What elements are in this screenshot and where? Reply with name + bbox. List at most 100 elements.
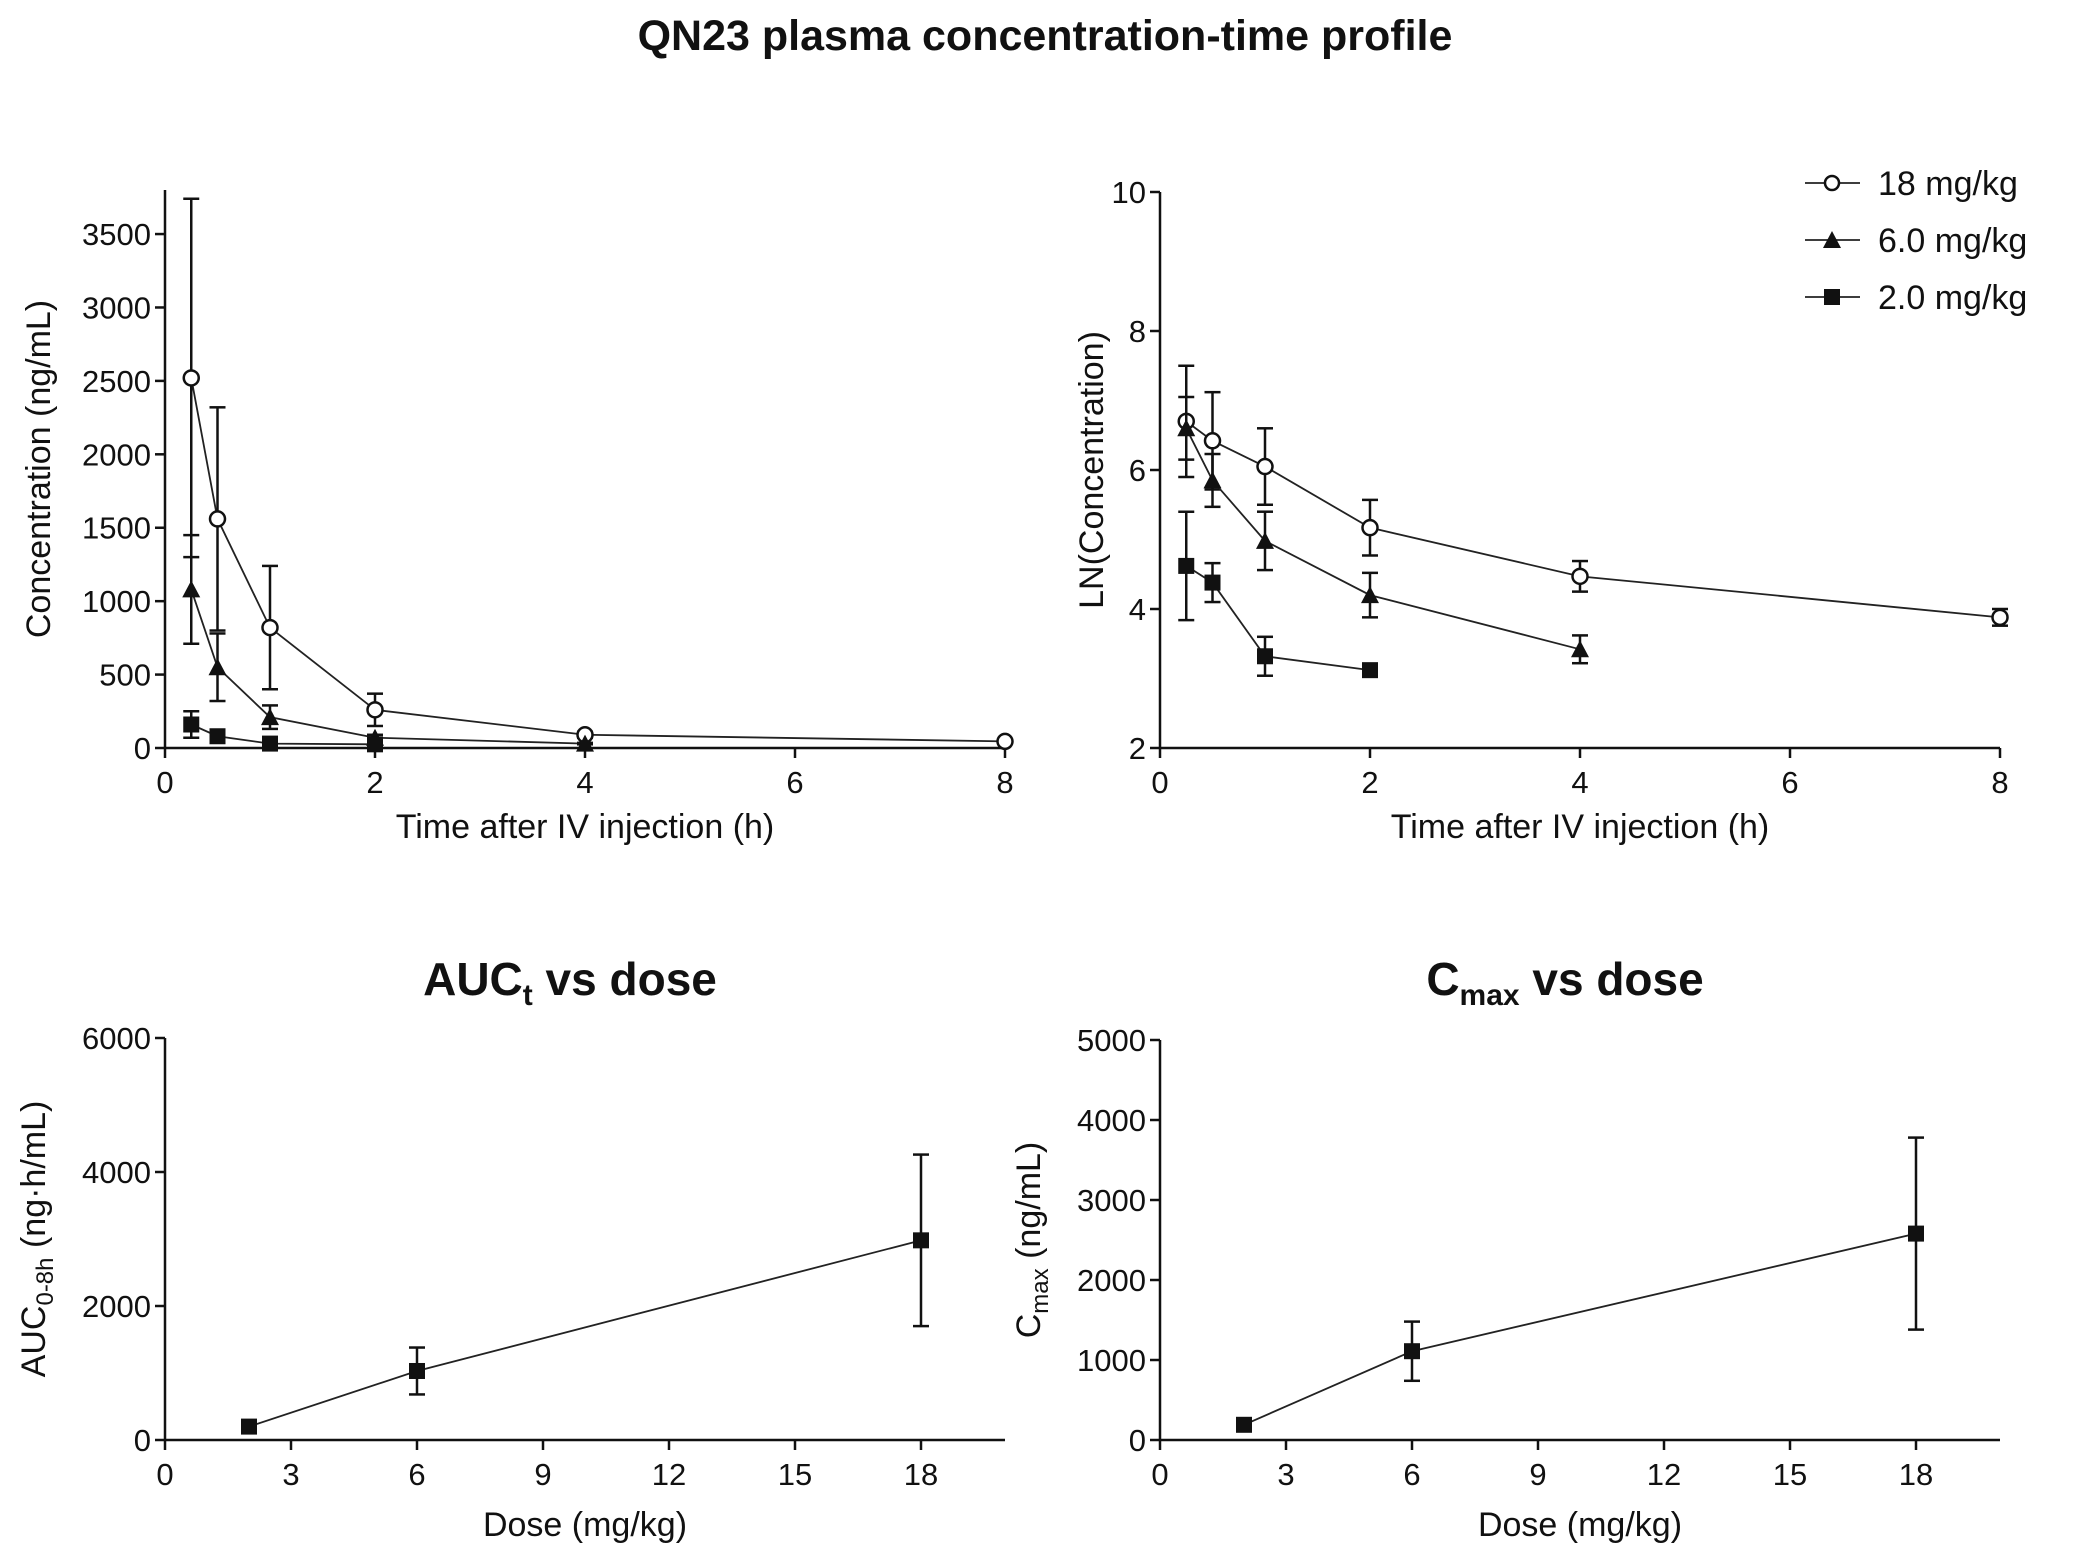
y-tick-label: 1000 bbox=[82, 584, 151, 619]
y-axis-label: LN(Concentration) bbox=[1073, 331, 1111, 609]
chart-title-rest: vs dose bbox=[533, 953, 717, 1005]
x-axis-label: Dose (mg/kg) bbox=[483, 1506, 687, 1544]
y-axis-label-main: Concentration (ng/mL) bbox=[20, 300, 58, 638]
data-point bbox=[208, 658, 227, 676]
x-tick-label: 0 bbox=[156, 1457, 173, 1492]
y-tick-label: 3500 bbox=[82, 217, 151, 252]
x-tick-label: 6 bbox=[1781, 765, 1798, 800]
data-point bbox=[1361, 586, 1379, 604]
legend-label-6-mg-kg: 6.0 mg/kg bbox=[1878, 222, 2027, 260]
data-point bbox=[1361, 518, 1379, 537]
series-18-mg-kg bbox=[1177, 364, 2009, 627]
figure-title: QN23 plasma concentration-time profile bbox=[638, 12, 1453, 60]
y-axis-label-main: C bbox=[1010, 1314, 1048, 1339]
data-point bbox=[1236, 1416, 1252, 1433]
series-2-0-mg-kg bbox=[1178, 510, 1378, 679]
legend-marker-square bbox=[1824, 289, 1840, 305]
series-line bbox=[190, 723, 376, 746]
x-tick-label: 9 bbox=[534, 1457, 551, 1492]
data-point bbox=[183, 716, 200, 733]
data-point bbox=[1257, 648, 1273, 665]
data-point bbox=[1991, 608, 2009, 627]
y-tick-label: 6000 bbox=[82, 1021, 151, 1056]
data-point bbox=[1908, 1225, 1924, 1242]
data-point bbox=[366, 701, 384, 719]
y-axis-label-main: AUC bbox=[15, 1306, 53, 1378]
data-point bbox=[261, 708, 279, 726]
y-tick-label: 2000 bbox=[82, 437, 151, 472]
x-tick-label: 2 bbox=[1361, 765, 1378, 800]
x-tick-label: 3 bbox=[1277, 1457, 1294, 1492]
chart-title-subscript: max bbox=[1460, 979, 1520, 1012]
x-tick-label: 6 bbox=[786, 765, 803, 800]
data-point bbox=[1204, 574, 1221, 591]
y-tick-label: 0 bbox=[134, 1423, 151, 1458]
y-tick-label: 2500 bbox=[82, 364, 151, 399]
y-tick-label: 2000 bbox=[82, 1289, 151, 1324]
cmax-vs-dose-chart: 0 3 6 9 12 15 18 0 1000 2000 3000 4000 5000 Dose (mg/… bbox=[1010, 953, 2000, 1544]
x-axis-label: Time after IV injection (h) bbox=[1391, 808, 1770, 846]
series-line bbox=[1185, 565, 1371, 672]
y-tick-label: 3000 bbox=[1077, 1183, 1146, 1218]
y-tick-label: 2000 bbox=[1077, 1263, 1146, 1298]
x-tick-label: 2 bbox=[366, 765, 383, 800]
x-tick-label: 3 bbox=[282, 1457, 299, 1492]
y-axis-label: AUC0-8h (ng·h/mL) bbox=[15, 1101, 59, 1378]
y-axis-label-subscript: max bbox=[1027, 1268, 1054, 1313]
x-axis-label: Dose (mg/kg) bbox=[1478, 1506, 1682, 1544]
legend: 18 mg/kg 6.0 mg/kg 2.0 mg/kg bbox=[1805, 165, 2027, 317]
y-tick-label: 0 bbox=[134, 731, 151, 766]
data-point bbox=[409, 1362, 425, 1379]
chart-title-main: AUC bbox=[423, 953, 523, 1005]
x-tick-label: 0 bbox=[156, 765, 173, 800]
x-tick-label: 15 bbox=[1773, 1457, 1807, 1492]
y-tick-label: 3000 bbox=[82, 290, 151, 325]
data-point bbox=[182, 369, 200, 387]
y-tick-label: 5000 bbox=[1077, 1023, 1146, 1058]
y-axis-label-main: LN(Concentration) bbox=[1073, 331, 1111, 609]
data-point bbox=[1571, 567, 1589, 586]
legend-label-18-mg-kg: 18 mg/kg bbox=[1878, 165, 2018, 203]
y-tick-label: 8 bbox=[1129, 314, 1146, 349]
data-point bbox=[1256, 457, 1274, 476]
x-tick-label: 18 bbox=[1899, 1457, 1933, 1492]
y-tick-label: 4 bbox=[1129, 592, 1146, 627]
legend-entry-18-mg-kg: 18 mg/kg bbox=[1805, 165, 2018, 203]
series-line bbox=[190, 377, 1006, 743]
chart-title-rest: vs dose bbox=[1520, 953, 1704, 1005]
data-point bbox=[1203, 471, 1222, 489]
series-line bbox=[248, 1239, 922, 1428]
legend-marker-triangle bbox=[1823, 231, 1841, 248]
data-point bbox=[996, 732, 1014, 751]
x-tick-label: 12 bbox=[1647, 1457, 1681, 1492]
y-tick-label: 2 bbox=[1129, 731, 1146, 766]
y-tick-label: 500 bbox=[99, 658, 151, 693]
y-tick-label: 0 bbox=[1129, 1423, 1146, 1458]
x-tick-label: 8 bbox=[996, 765, 1013, 800]
series-line bbox=[1185, 420, 2001, 619]
legend-entry-2-mg-kg: 2.0 mg/kg bbox=[1805, 279, 2027, 317]
data-point bbox=[1362, 662, 1378, 679]
series-2-0-mg-kg bbox=[183, 710, 383, 753]
legend-label-2-mg-kg: 2.0 mg/kg bbox=[1878, 279, 2027, 317]
y-axis-label-units: (ng/mL) bbox=[1010, 1142, 1048, 1269]
y-axis-label: Cmax (ng/mL) bbox=[1010, 1142, 1054, 1339]
chart-title-subscript: t bbox=[523, 979, 533, 1012]
concentration-time-chart: 0 2 4 6 8 0 500 1000 1500 2000 2500 3000 3500 Time af… bbox=[20, 190, 1014, 846]
x-tick-label: 8 bbox=[1991, 765, 2008, 800]
chart-title: Cmax vs dose bbox=[1426, 953, 1703, 1012]
y-tick-label: 6 bbox=[1129, 453, 1146, 488]
y-tick-label: 10 bbox=[1112, 175, 1146, 210]
y-tick-label: 4000 bbox=[1077, 1103, 1146, 1138]
data-point bbox=[1177, 419, 1196, 437]
series-6-0-mg-kg bbox=[1177, 395, 1589, 665]
x-tick-label: 4 bbox=[1571, 765, 1588, 800]
x-tick-label: 0 bbox=[1151, 1457, 1168, 1492]
data-point bbox=[367, 736, 383, 753]
series-6-0-mg-kg bbox=[182, 533, 594, 752]
x-tick-label: 0 bbox=[1151, 765, 1168, 800]
data-point bbox=[913, 1232, 929, 1249]
series-cmax bbox=[1236, 1136, 1924, 1433]
x-tick-label: 18 bbox=[904, 1457, 938, 1492]
